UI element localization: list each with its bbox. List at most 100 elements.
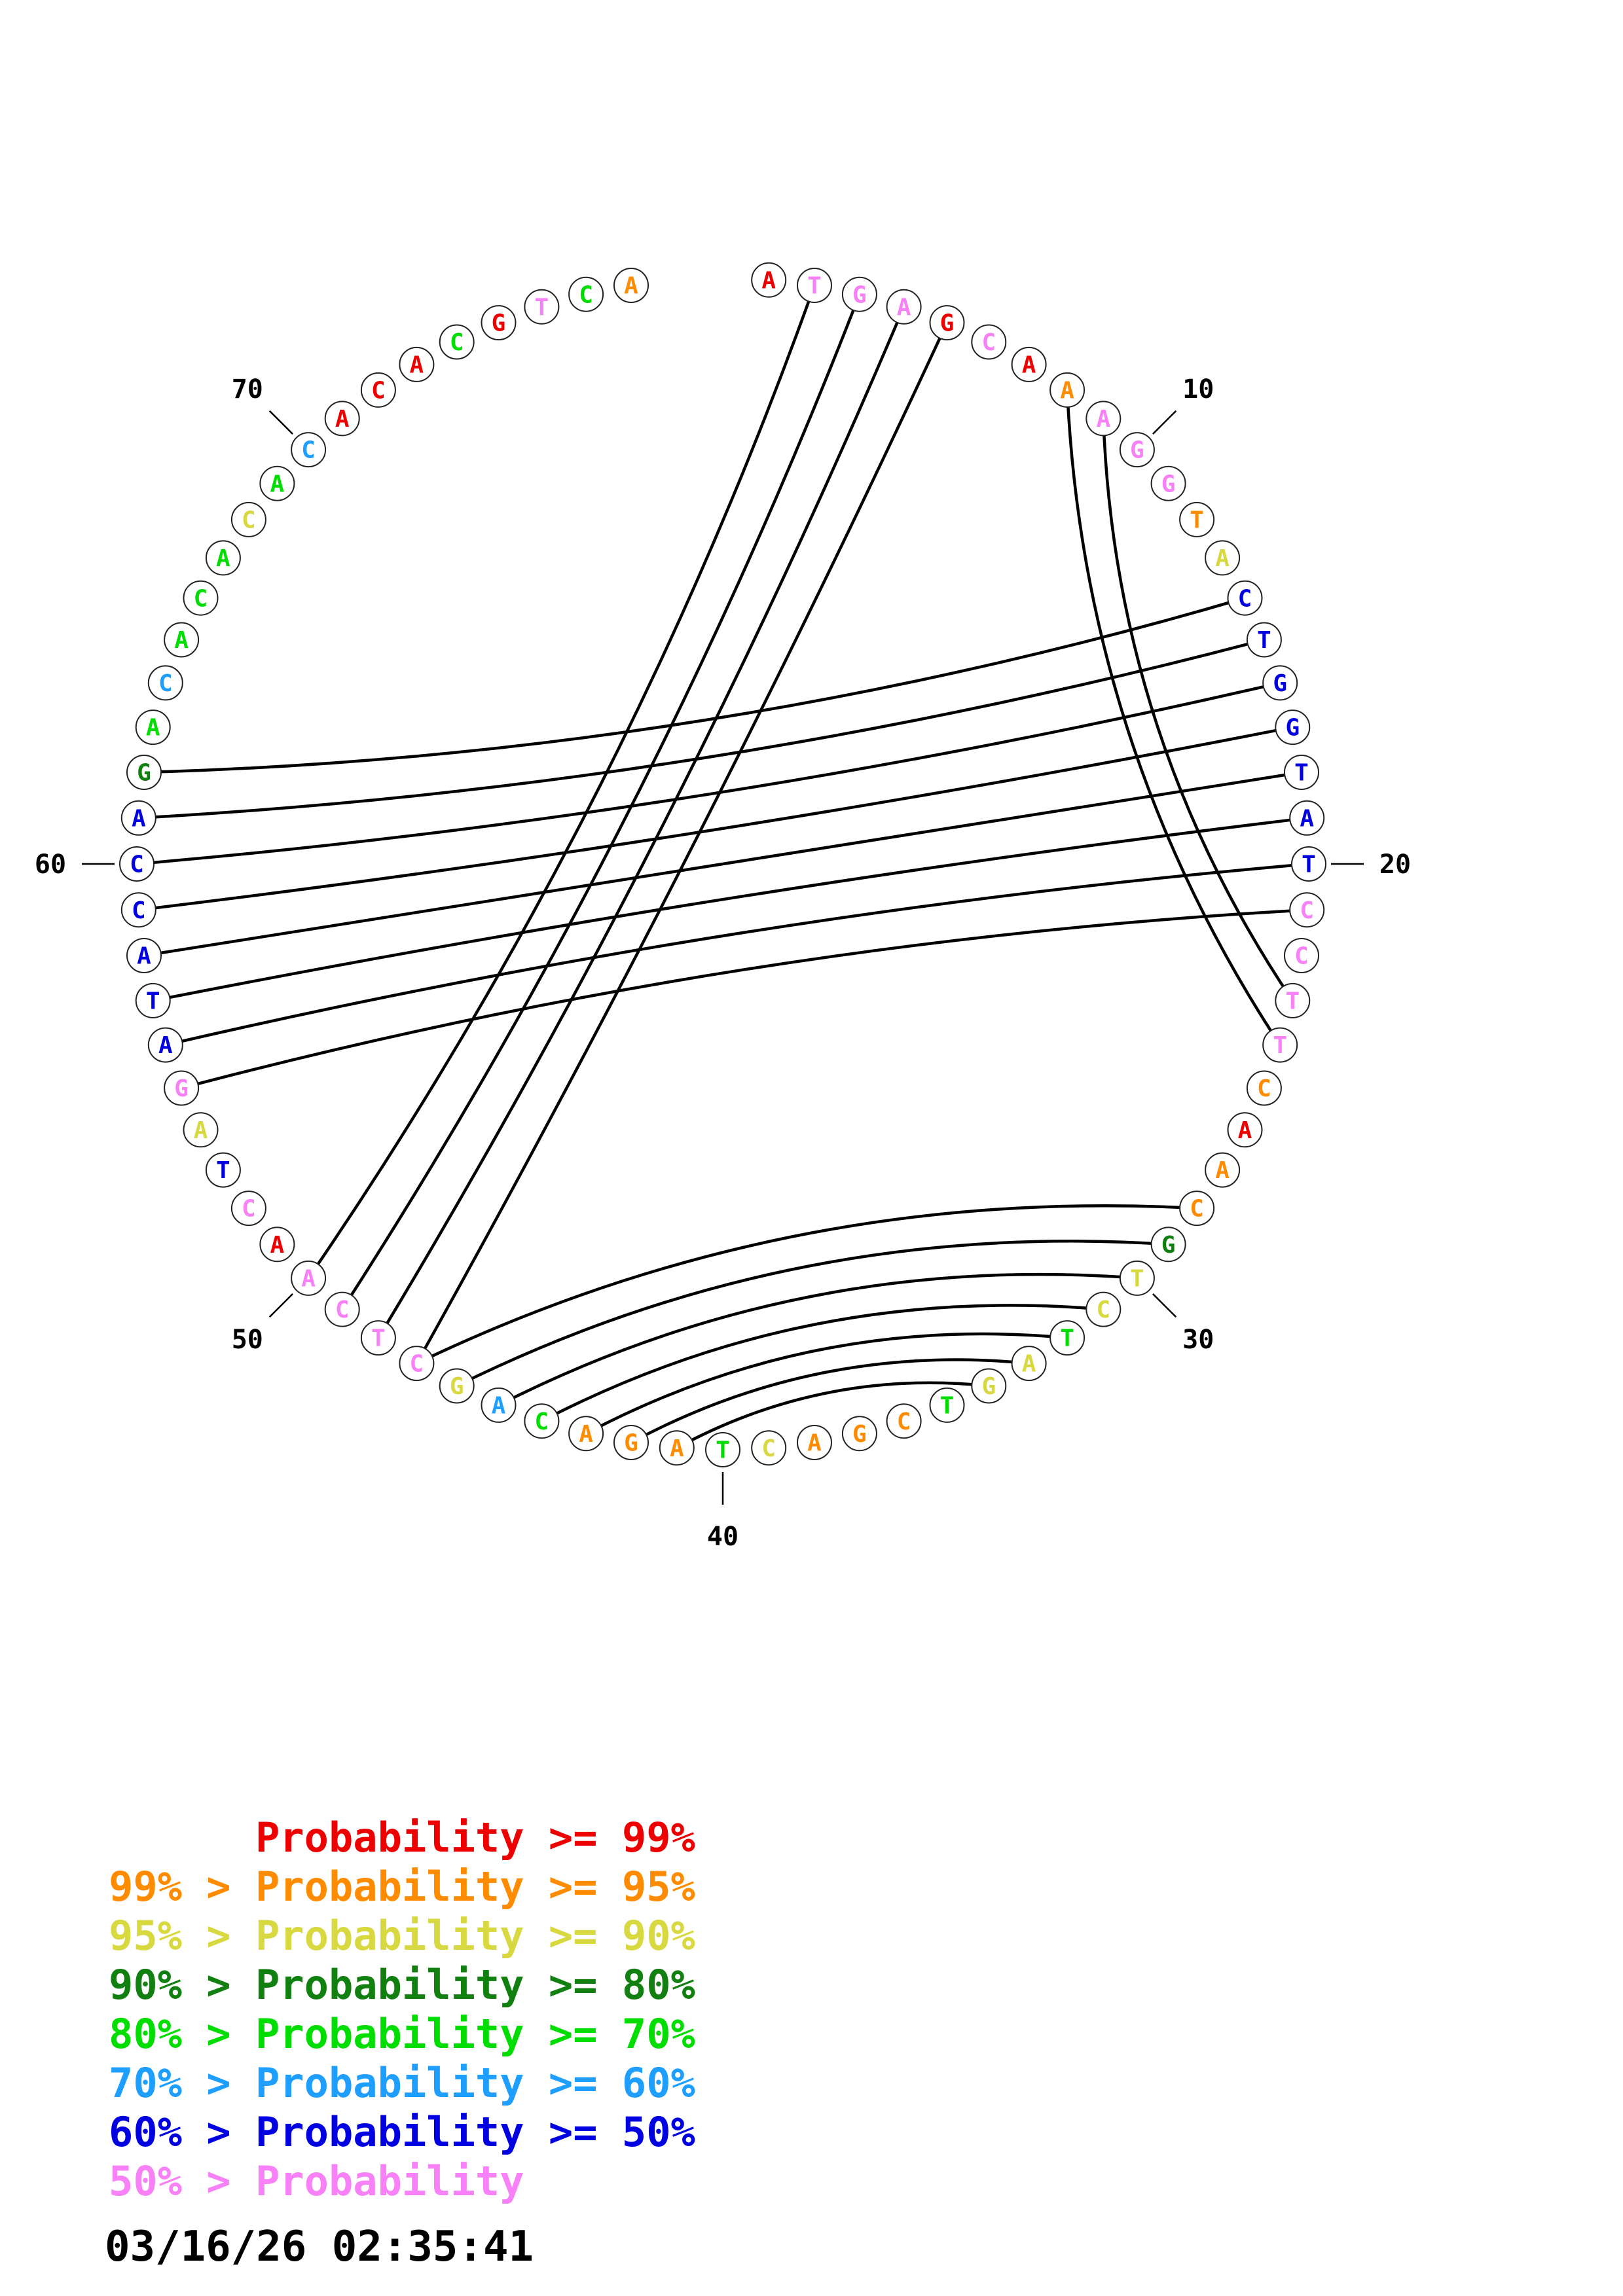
pair-arc: [143, 596, 1246, 774]
base-circle: [324, 401, 360, 437]
base-circle: [524, 289, 560, 325]
base-circle: [1262, 665, 1298, 701]
pair-arc: [456, 1240, 1169, 1388]
pair-arc: [585, 1332, 1068, 1435]
base-letter: A: [624, 273, 638, 300]
base-letter: A: [1096, 406, 1110, 433]
base-letter: T: [807, 273, 822, 300]
base-node: C: [120, 892, 156, 928]
position-tick: [1152, 1293, 1177, 1318]
base-node: C: [751, 1430, 787, 1466]
base-circle: [259, 465, 295, 501]
base-node: T: [360, 1320, 396, 1356]
base-letter: A: [492, 1393, 506, 1420]
base-node: T: [524, 289, 560, 325]
base-letter: A: [1060, 378, 1074, 404]
base-node: T: [929, 1387, 965, 1423]
base-letter: C: [1294, 943, 1309, 970]
legend-line: 99% > Probability >= 95%: [109, 1863, 695, 1910]
base-node: A: [1205, 1152, 1241, 1188]
base-node: A: [205, 540, 241, 576]
base-node: A: [259, 465, 295, 501]
base-letter: T: [716, 1437, 730, 1464]
base-letter: T: [1190, 507, 1204, 534]
base-node: T: [797, 268, 832, 303]
base-circle: [886, 1403, 922, 1439]
timestamp: 03/16/26 02:35:41: [105, 2223, 534, 2271]
base-node: G: [439, 1368, 475, 1404]
base-letter: C: [194, 585, 208, 612]
base-node: T: [1246, 622, 1282, 658]
base-letter: G: [1273, 670, 1287, 697]
base-node: A: [1011, 346, 1047, 382]
base-node: G: [1275, 709, 1311, 745]
base-letter: A: [174, 627, 189, 654]
base-circle: [797, 268, 832, 303]
base-node: C: [1284, 938, 1319, 973]
base-node: T: [1179, 501, 1215, 537]
base-circle: [230, 501, 266, 537]
base-letter: G: [1285, 715, 1300, 742]
base-circle: [797, 1425, 832, 1460]
base-circle: [324, 1291, 360, 1327]
base-circle: [1289, 892, 1325, 928]
base-letter: C: [158, 670, 173, 697]
base-letter: T: [146, 988, 160, 1015]
base-circle: [1246, 622, 1282, 658]
base-node: A: [1227, 1112, 1263, 1148]
base-circle: [1179, 501, 1215, 537]
base-circle: [1049, 1320, 1085, 1356]
base-circle: [1284, 938, 1319, 973]
base-letter: A: [1300, 805, 1314, 832]
base-circle: [135, 982, 171, 1018]
base-node: C: [1085, 1291, 1122, 1327]
pair-arcs-layer: [136, 285, 1309, 1450]
pair-arc: [630, 1358, 1029, 1444]
base-letter: C: [1257, 1075, 1271, 1102]
base-node: T: [1262, 1027, 1298, 1063]
base-circle: [230, 1191, 266, 1227]
base-circle: [1011, 346, 1047, 382]
base-letter: C: [535, 1408, 549, 1435]
base-letter: A: [1022, 1351, 1036, 1378]
base-node: C: [1246, 1070, 1282, 1106]
base-letter: A: [1215, 1157, 1230, 1184]
pair-arc: [153, 816, 1307, 1003]
base-node: C: [230, 1191, 266, 1227]
base-circle: [1085, 401, 1122, 437]
base-node: A: [135, 709, 171, 745]
pair-arc: [340, 293, 861, 1310]
base-letter: T: [1257, 627, 1271, 654]
base-circle: [929, 1387, 965, 1423]
pair-arc: [376, 306, 905, 1339]
base-circle: [399, 1346, 435, 1382]
base-circle: [929, 305, 965, 341]
base-letter: G: [1161, 1232, 1176, 1259]
base-node: C: [568, 276, 604, 312]
base-node: C: [971, 324, 1007, 360]
base-circle: [126, 755, 162, 790]
base-circle: [751, 1430, 787, 1466]
base-node: C: [1227, 580, 1263, 616]
base-node: C: [524, 1403, 560, 1439]
base-node: G: [164, 1070, 200, 1106]
base-circle: [1150, 465, 1186, 501]
base-circle: [1205, 540, 1241, 576]
base-letter: C: [450, 329, 464, 356]
pair-arc: [415, 322, 949, 1365]
pair-arc: [181, 908, 1307, 1090]
base-node: G: [971, 1368, 1007, 1404]
base-node: T: [1284, 755, 1319, 790]
pair-arc: [138, 725, 1293, 912]
base-letter: A: [158, 1032, 173, 1059]
base-letter: A: [670, 1435, 684, 1462]
base-node: C: [886, 1403, 922, 1439]
base-letter: A: [132, 805, 146, 832]
base-letter: G: [981, 1373, 996, 1400]
pair-arc: [307, 285, 816, 1280]
pair-arc: [676, 1381, 989, 1450]
base-letter: T: [1302, 852, 1316, 878]
base-circle: [613, 1425, 649, 1460]
base-letter: C: [335, 1297, 350, 1323]
